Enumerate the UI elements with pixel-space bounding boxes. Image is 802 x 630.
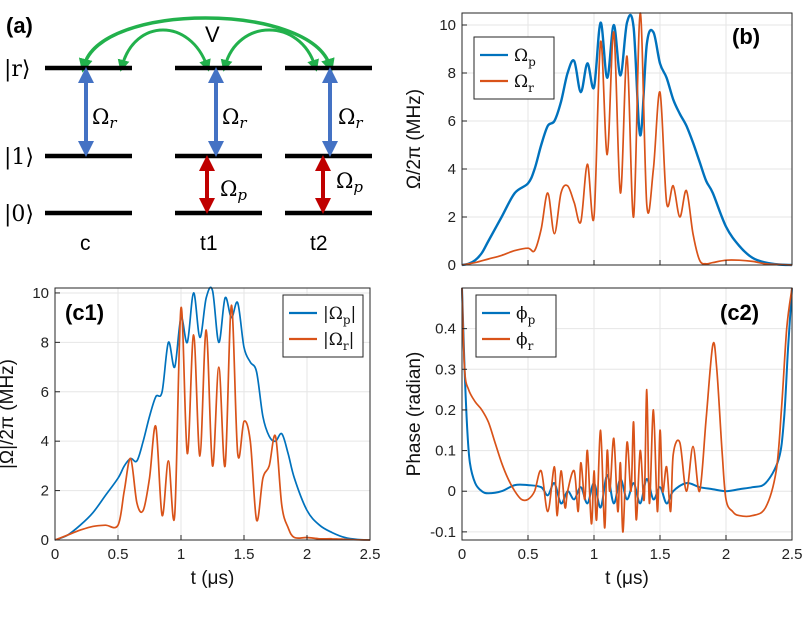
y-tick-label: 0 xyxy=(448,257,456,274)
legend-label-p: ϕp xyxy=(516,304,536,327)
legend-box xyxy=(475,294,557,358)
y-tick-label: 10 xyxy=(32,285,49,302)
x-axis-label: t (μs) xyxy=(191,568,235,589)
y-tick-label: 8 xyxy=(448,65,456,82)
series-line-r xyxy=(461,12,793,266)
level-label-1: |1⟩ xyxy=(4,145,34,170)
atom-label-c: c xyxy=(80,232,91,255)
x-tick-label: 0 xyxy=(51,546,59,563)
y-tick-label: 10 xyxy=(439,17,456,34)
level-diagram: (a) V |r⟩ |1⟩ |0⟩ Ωr Ωr Ωr Ωp Ωp c xyxy=(4,13,372,255)
x-tick-label: 0.5 xyxy=(518,546,539,563)
legend-label-p: |Ωp| xyxy=(323,304,356,327)
y-tick-label: 0.4 xyxy=(435,321,456,338)
atom-label-t2: t2 xyxy=(310,232,328,255)
level-label-0: |0⟩ xyxy=(4,202,34,227)
plot-frame xyxy=(54,287,371,541)
plot-frame xyxy=(461,12,793,266)
legend-box xyxy=(473,36,555,100)
x-axis-label: t (μs) xyxy=(605,568,649,589)
y-axis-label: Ω/2π (MHz) xyxy=(404,89,425,189)
interaction-label: V xyxy=(205,22,220,47)
x-tick-label: 1.5 xyxy=(234,546,255,563)
y-tick-label: -0.1 xyxy=(430,524,456,541)
legend-label-p: Ωp xyxy=(514,46,536,69)
series-line-r xyxy=(54,304,371,541)
omega-r-label-t2: Ωr xyxy=(338,105,363,132)
atom-label-t1: t1 xyxy=(200,232,218,255)
panel-tag: (c2) xyxy=(720,300,759,325)
y-tick-label: 4 xyxy=(41,433,49,450)
panel-tag: (b) xyxy=(732,24,760,49)
omega-p-label-t1: Ωp xyxy=(220,177,247,204)
y-tick-label: 2 xyxy=(41,483,49,500)
omega-r-label-c: Ωr xyxy=(92,105,117,132)
legend-box xyxy=(282,294,364,358)
y-tick-label: 0.2 xyxy=(435,402,456,419)
chart-panel-b: 0 2 4 6 8 10 Ω/2π (MHz) (b) Ωp Ωr xyxy=(404,12,793,274)
chart-panel-c1: 0 2 4 6 8 10 0 0.5 1 1.5 2 2.5 t (μs) |Ω|/2π (MHz) (c1… xyxy=(0,285,380,589)
panel-tag: (c1) xyxy=(65,300,104,325)
x-tick-label: 0 xyxy=(458,546,466,563)
y-tick-label: 8 xyxy=(41,334,49,351)
panel-a-tag: (a) xyxy=(6,13,33,38)
x-tick-label: 1 xyxy=(590,546,598,563)
y-tick-label: 2 xyxy=(448,209,456,226)
legend: Ωp Ωr xyxy=(473,36,555,100)
x-tick-label: 2.5 xyxy=(782,546,802,563)
y-tick-label: 6 xyxy=(41,384,49,401)
omega-r-label-t1: Ωr xyxy=(222,105,247,132)
y-axis-label: |Ω|/2π (MHz) xyxy=(0,359,18,469)
x-tick-label: 2 xyxy=(722,546,730,563)
x-tick-label: 2 xyxy=(303,546,311,563)
interaction-arc-c-t1 xyxy=(117,28,211,72)
y-tick-label: 0 xyxy=(448,483,456,500)
y-axis-label: Phase (radian) xyxy=(404,352,425,477)
legend-label-r: ϕr xyxy=(516,330,534,353)
interaction-arc-t1-t2 xyxy=(220,28,319,72)
series-line-p xyxy=(461,13,793,267)
series-line-r xyxy=(461,287,793,533)
omega-p-label-t2: Ωp xyxy=(336,169,363,196)
x-tick-label: 1.5 xyxy=(650,546,671,563)
interaction-arc-c-t2 xyxy=(78,16,335,73)
y-tick-label: 6 xyxy=(448,113,456,130)
y-tick-label: 0.1 xyxy=(435,443,456,460)
legend: ϕp ϕr xyxy=(475,294,557,358)
level-label-r: |r⟩ xyxy=(4,57,31,82)
y-tick-label: 0 xyxy=(41,532,49,549)
x-tick-label: 2.5 xyxy=(360,546,381,563)
legend: |Ωp| |Ωr| xyxy=(282,294,364,358)
x-tick-label: 0.5 xyxy=(108,546,129,563)
plot-frame xyxy=(461,287,793,541)
chart-panel-c2: -0.100.10.20.30.40 0.5 1 1.5 2 2.5t (μs)Phase… xyxy=(404,287,802,589)
legend-label-r: Ωr xyxy=(514,72,534,95)
y-tick-label: 4 xyxy=(448,161,456,178)
legend-label-r: |Ωr| xyxy=(323,330,354,353)
y-tick-label: 0.3 xyxy=(435,361,456,378)
x-tick-label: 1 xyxy=(177,546,185,563)
